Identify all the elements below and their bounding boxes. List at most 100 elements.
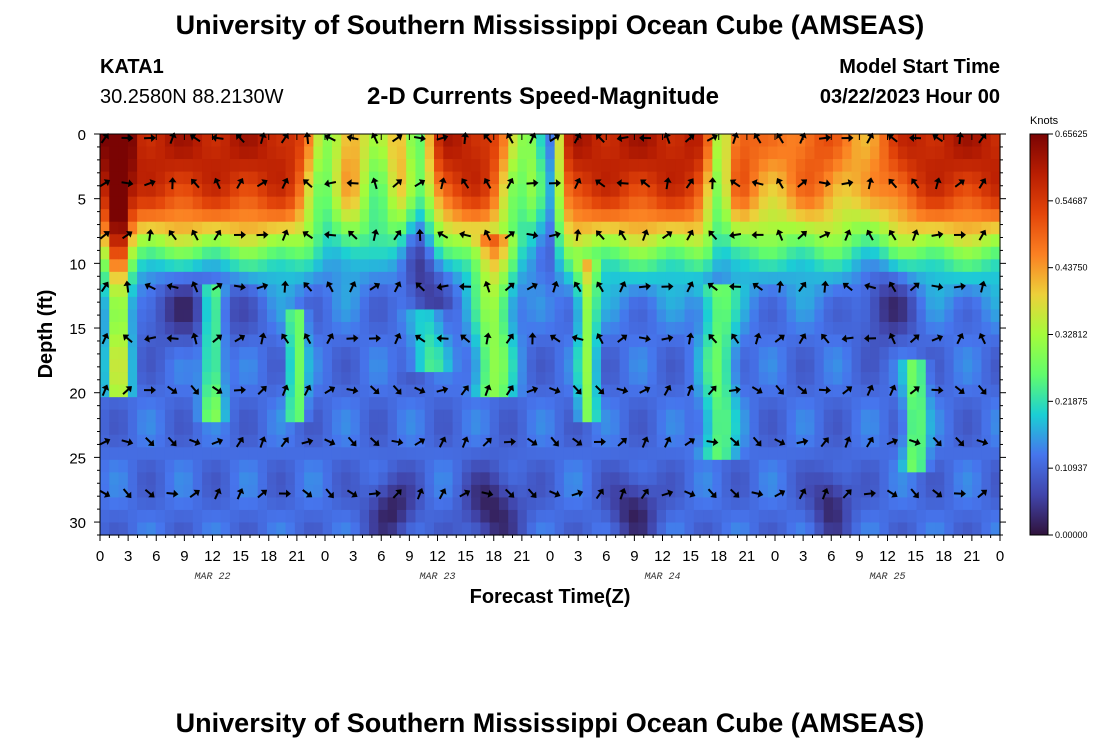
heat-cell (285, 296, 296, 311)
heat-cell (907, 271, 918, 285)
heat-cell (498, 497, 509, 511)
heat-cell (814, 209, 825, 223)
heat-cell (925, 196, 936, 210)
current-arrow (414, 437, 426, 446)
heat-cell (842, 171, 853, 185)
heat-cell (601, 422, 611, 436)
heat-cell (730, 484, 741, 499)
heat-cell (981, 447, 992, 461)
heat-cell (582, 209, 593, 223)
heat-cell (842, 372, 853, 386)
heat-cell (665, 422, 676, 436)
heat-cell (693, 522, 704, 536)
heat-cell (155, 484, 166, 499)
heat-cell (628, 509, 639, 524)
heat-cell (832, 284, 843, 298)
heat-cell (331, 271, 342, 285)
heat-cell (897, 522, 908, 536)
heat-cell (935, 221, 945, 235)
heat-cell (897, 447, 908, 461)
heat-cell (146, 459, 157, 473)
heat-cell (972, 209, 983, 223)
heat-cell (192, 359, 203, 373)
heat-cell (489, 296, 500, 311)
heat-cell (461, 221, 472, 235)
heat-cell (601, 259, 611, 273)
heat-cell (155, 284, 166, 298)
heat-cell (972, 196, 983, 210)
heat-cell (183, 246, 194, 260)
y-tick-label: 20 (69, 386, 86, 403)
current-arrow (753, 332, 762, 345)
heat-cell (545, 321, 556, 336)
heat-cell (434, 472, 444, 486)
heat-cell (972, 372, 983, 386)
heat-cell (322, 347, 333, 361)
current-arrow (639, 133, 652, 142)
heat-cell (944, 309, 955, 323)
heat-cell (267, 434, 277, 448)
heat-cell (879, 384, 890, 398)
heat-cell (100, 497, 110, 511)
heat-cell (573, 447, 584, 461)
heat-cell (489, 146, 500, 160)
heat-cell (480, 309, 491, 323)
heat-cell (563, 321, 574, 336)
heat-cell (452, 259, 463, 273)
heat-cell (619, 372, 630, 386)
heat-cell (489, 196, 500, 210)
current-arrow (978, 332, 987, 345)
heat-cell (647, 196, 658, 210)
heat-cell (415, 259, 426, 273)
heat-cell (582, 359, 593, 373)
heat-cell (823, 309, 834, 323)
heat-cell (517, 347, 528, 361)
heat-cell (610, 447, 621, 461)
heat-cell (851, 522, 862, 536)
heat-cell (498, 184, 509, 198)
heat-cell (582, 284, 593, 298)
heat-cell (517, 447, 528, 461)
heat-cell (424, 447, 435, 461)
heat-cell (768, 296, 778, 311)
heat-cell (870, 372, 880, 386)
heat-cell (359, 484, 370, 499)
heat-cell (164, 221, 175, 235)
heat-cell (359, 234, 370, 248)
heat-cell (341, 284, 352, 298)
heat-cell (350, 347, 361, 361)
heat-cell (897, 372, 908, 386)
heat-cell (434, 522, 444, 536)
heat-cell (823, 472, 834, 486)
heat-cell (257, 422, 268, 436)
heat-cell (870, 184, 880, 198)
heat-cell (768, 409, 778, 423)
heat-cell (434, 347, 444, 361)
current-arrow (909, 438, 921, 447)
heat-cell (424, 146, 435, 160)
heat-cell (832, 334, 843, 348)
heat-cell (972, 509, 983, 524)
heat-cell (703, 246, 713, 260)
heat-cell (563, 246, 574, 260)
heat-cell (443, 296, 454, 311)
heat-cell (619, 134, 630, 148)
heat-cell (619, 146, 630, 160)
heat-cell (294, 372, 305, 386)
heat-cell (962, 159, 973, 173)
current-arrow (123, 280, 132, 293)
heat-cell (406, 334, 417, 348)
heat-cell (758, 434, 769, 448)
x-tick-label: 3 (799, 548, 807, 565)
current-arrow (752, 282, 763, 291)
current-arrow (280, 437, 289, 448)
heat-cell (406, 209, 417, 223)
heat-cell (638, 296, 649, 311)
heat-cell (294, 146, 305, 160)
current-arrow (99, 489, 111, 498)
heat-cell (229, 196, 240, 210)
heat-cell (480, 459, 491, 473)
heat-cell (304, 296, 314, 311)
heat-cell (239, 134, 250, 148)
heat-cell (369, 246, 379, 260)
